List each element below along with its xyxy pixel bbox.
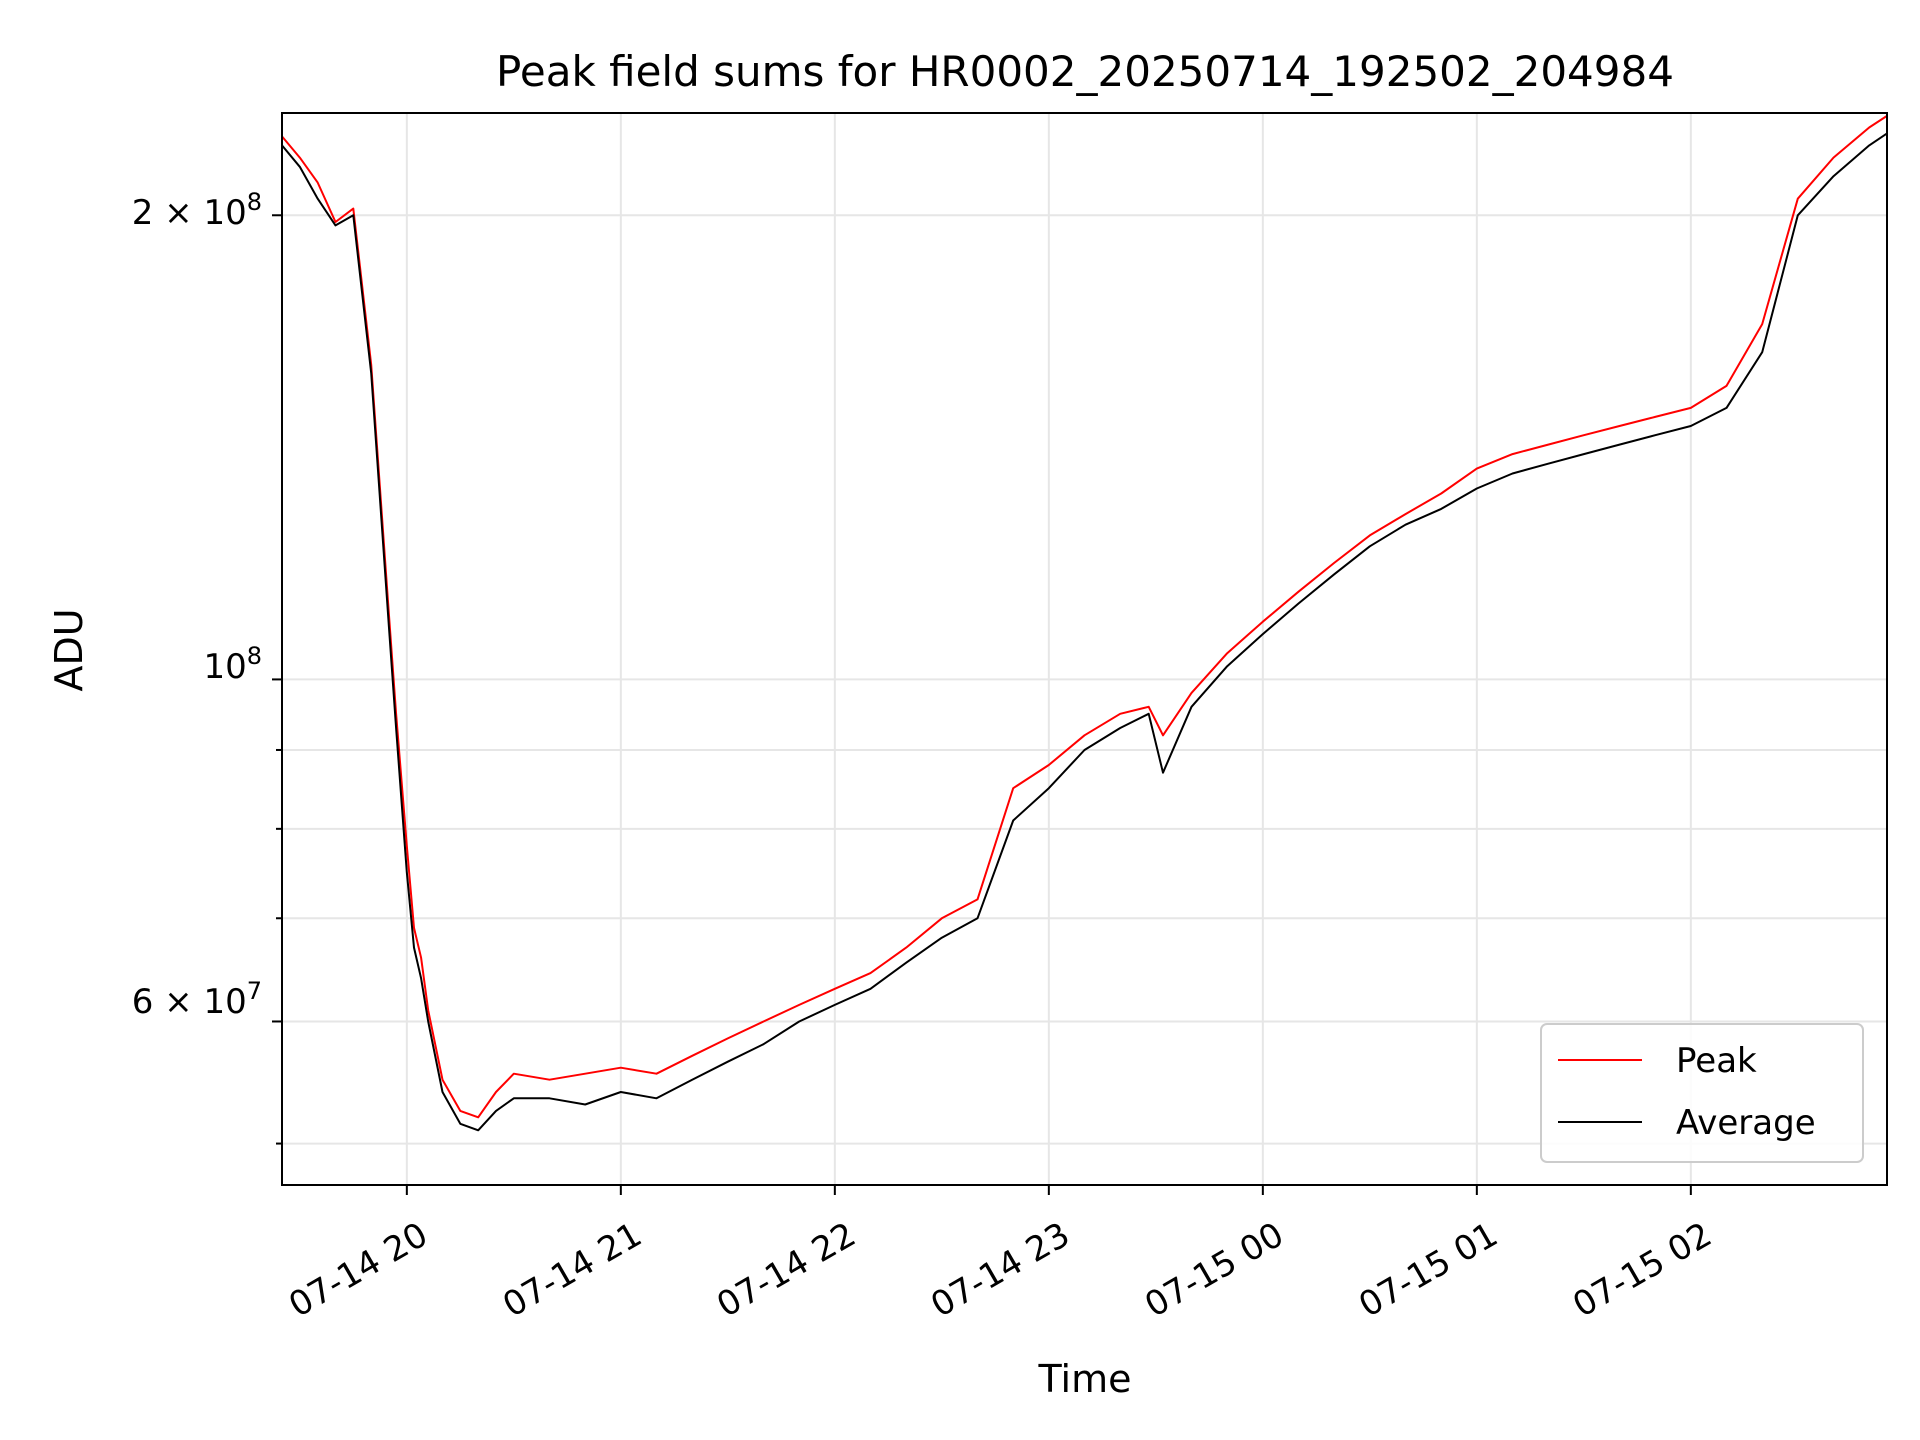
legend-label-peak: Peak [1676,1041,1757,1081]
y-tick-label-2e8: 2 × 108 [132,188,262,233]
y-tick-1e8-exp: 8 [247,642,262,670]
x-tick-label: 07-14 23 [924,1215,1076,1326]
y-tick-label-1e8: 108 [203,642,262,687]
x-tick-label: 07-15 01 [1352,1215,1504,1326]
chart-title: Peak field sums for HR0002_20250714_1925… [496,47,1674,96]
y-tick-6e7-exp: 7 [247,977,262,1005]
legend-label-average: Average [1676,1103,1816,1143]
axes-frame [281,112,1888,1186]
x-tick-label: 07-14 20 [282,1215,434,1326]
x-axis-label: Time [1038,1357,1132,1401]
y-axis-label: ADU [47,608,91,691]
x-tick-label: 07-15 00 [1138,1215,1290,1326]
y-tick-6e7-mantissa: 6 × 10 [132,982,247,1022]
y-tick-2e8-exp: 8 [247,188,262,216]
y-tick-2e8-mantissa: 2 × 10 [132,193,247,233]
y-tick-label-6e7: 6 × 107 [132,977,262,1022]
series-lines [281,115,1888,1132]
x-ticks: 07-14 20 07-14 21 07-14 22 07-14 23 07-15 00… [282,1185,1719,1326]
y-ticks [272,214,282,1145]
legend-box [1540,1023,1864,1163]
legend: Peak Average [1540,1023,1864,1163]
y-tick-1e8-mantissa: 10 [203,647,246,687]
x-tick-label: 07-14 21 [496,1215,648,1326]
x-tick-label: 07-15 02 [1566,1215,1718,1326]
series-line-peak [281,115,1888,1119]
x-tick-label: 07-14 22 [710,1215,862,1326]
series-line-average [281,132,1888,1132]
